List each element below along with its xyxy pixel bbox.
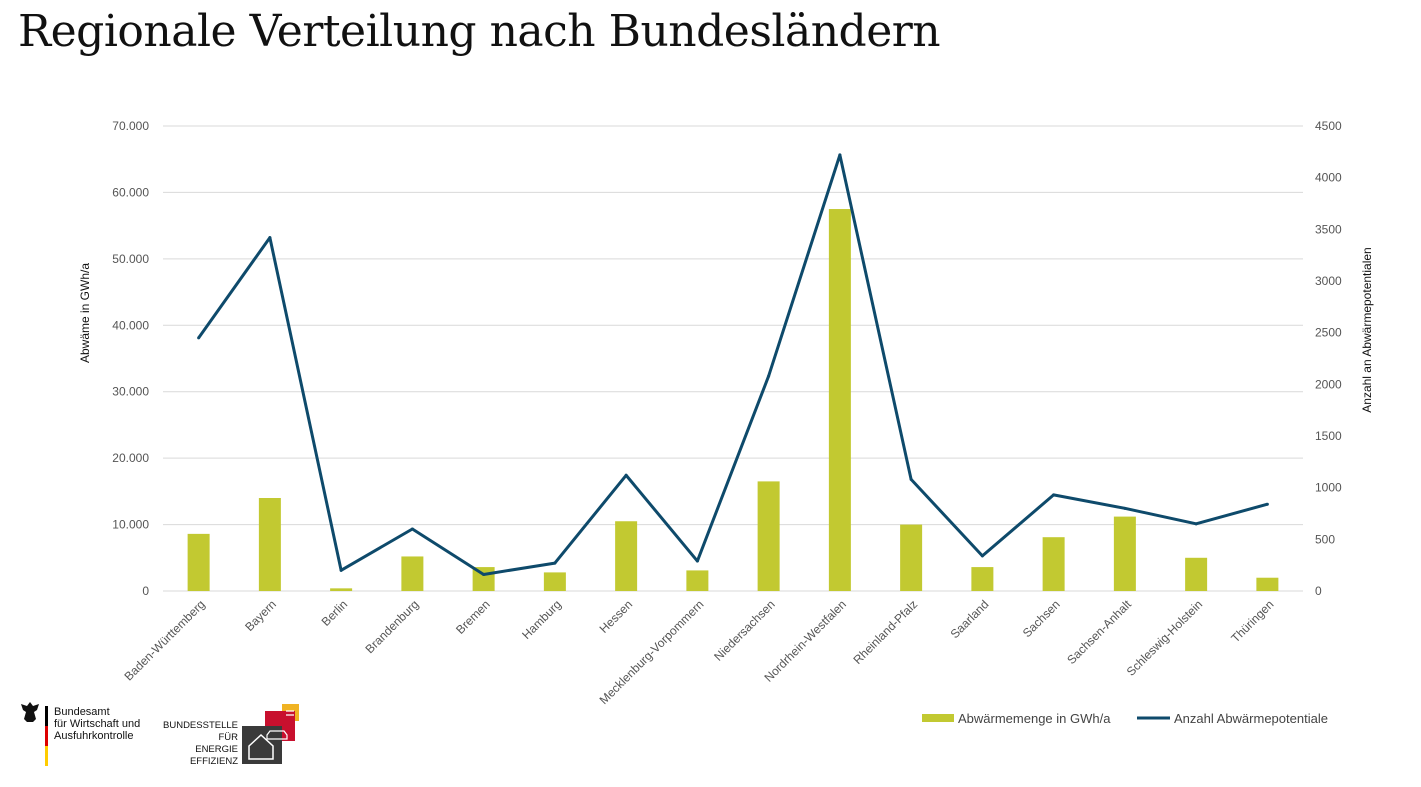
line-point — [410, 527, 414, 531]
line-point — [1052, 493, 1056, 497]
flag-stripe-black — [45, 706, 48, 726]
y2-axis-title: Anzahl an Abwärmepotentialen — [1360, 247, 1374, 412]
y-tick-label: 10.000 — [112, 518, 149, 532]
eagle-icon — [21, 702, 39, 722]
house-icon — [248, 733, 274, 760]
y2-tick-label: 500 — [1315, 532, 1335, 546]
x-tick-label: Hamburg — [519, 597, 564, 642]
y-axis-title: Abwäme in GWh/a — [78, 263, 92, 363]
bar — [1185, 557, 1208, 591]
bar — [757, 481, 780, 591]
y-axis-left: 0 10.000 20.000 30.000 40.000 50.000 60.000 70.… — [112, 119, 149, 598]
flag-stripe-gold — [45, 746, 48, 766]
x-tick-label: Nordrhein-Westfalen — [761, 597, 849, 685]
line-point — [553, 561, 557, 565]
legend: Abwärmemenge in GWh/a Anzahl Abwärmepote… — [922, 711, 1328, 726]
y2-tick-label: 0 — [1315, 584, 1322, 598]
y-tick-label: 50.000 — [112, 252, 149, 266]
bafa-logo: Bundesamt für Wirtschaft und Ausfuhrkont… — [21, 702, 140, 766]
series-line — [197, 153, 1268, 576]
x-tick-label: Sachsen-Anhalt — [1064, 597, 1134, 667]
bfee-line-1: BUNDESSTELLE — [163, 720, 238, 731]
bar — [258, 498, 281, 591]
bar — [330, 588, 353, 591]
bfee-line-2: FÜR — [218, 732, 238, 743]
line-point — [1123, 506, 1127, 510]
y2-tick-label: 1000 — [1315, 481, 1342, 495]
y-tick-label: 40.000 — [112, 318, 149, 332]
bafa-line-2: für Wirtschaft und — [54, 718, 140, 730]
y-tick-label: 60.000 — [112, 185, 149, 199]
y-tick-label: 0 — [142, 584, 149, 598]
y-tick-label: 70.000 — [112, 119, 149, 133]
line-point — [838, 153, 842, 157]
y2-tick-label: 4000 — [1315, 171, 1342, 185]
x-tick-label: Bremen — [453, 597, 493, 637]
line-point — [268, 236, 272, 240]
y2-tick-label: 2500 — [1315, 326, 1342, 340]
y2-tick-label: 3000 — [1315, 274, 1342, 288]
bar — [401, 556, 424, 591]
bar — [1042, 537, 1065, 591]
line-point — [1265, 502, 1269, 506]
bar-series — [187, 209, 1279, 592]
bar — [828, 209, 851, 592]
x-tick-label: Sachsen — [1020, 597, 1063, 640]
legend-bar-label: Abwärmemenge in GWh/a — [958, 711, 1111, 726]
line-point — [1194, 522, 1198, 526]
legend-bar-swatch — [922, 714, 954, 722]
x-tick-label: Baden-Württemberg — [121, 597, 207, 683]
y2-tick-label: 3500 — [1315, 222, 1342, 236]
bfee-line-4: EFFIZIENZ — [190, 756, 238, 767]
bar — [187, 533, 210, 591]
x-tick-label: Rheinland-Pfalz — [850, 597, 920, 667]
y-tick-label: 20.000 — [112, 451, 149, 465]
bafa-line-3: Ausfuhrkontrolle — [54, 730, 134, 742]
bar — [900, 524, 923, 591]
y-tick-label: 30.000 — [112, 385, 149, 399]
bar — [1256, 577, 1279, 591]
line-point — [482, 572, 486, 576]
x-tick-label: Hessen — [597, 597, 636, 636]
x-tick-label: Thüringen — [1228, 597, 1276, 645]
bar — [686, 570, 709, 591]
x-tick-label: Berlin — [319, 597, 351, 629]
bfee-line-3: ENERGIE — [195, 744, 238, 755]
legend-line-label: Anzahl Abwärmepotentiale — [1174, 711, 1328, 726]
line-point — [980, 554, 984, 558]
y2-tick-label: 4500 — [1315, 119, 1342, 133]
bar — [543, 572, 566, 591]
line-point — [197, 336, 201, 340]
y-axis-right: 0 500 1000 1500 2000 2500 3000 3500 4000 4500 — [1315, 119, 1342, 598]
line-point — [624, 473, 628, 477]
y2-tick-label: 2000 — [1315, 377, 1342, 391]
x-tick-label: Brandenburg — [363, 597, 422, 656]
bfee-logo: BUNDESSTELLE FÜR ENERGIE EFFIZIENZ — [163, 704, 299, 767]
plug-icon — [286, 710, 294, 716]
bafa-line-1: Bundesamt — [54, 706, 110, 718]
x-tick-label: Schleswig-Holstein — [1124, 597, 1206, 679]
x-tick-label: Niedersachsen — [711, 597, 778, 664]
page-title: Regionale Verteilung nach Bundesländern — [18, 6, 941, 57]
bar — [971, 567, 994, 591]
x-tick-label: Bayern — [242, 597, 279, 634]
x-tick-label: Saarland — [948, 597, 992, 641]
gridlines — [163, 125, 1303, 592]
bar — [615, 521, 638, 591]
flag-stripe-red — [45, 726, 48, 746]
line-point — [339, 568, 343, 572]
line-point — [909, 477, 913, 481]
x-axis: Baden-Württemberg Bayern Berlin Brandenburg… — [121, 597, 1276, 707]
bar — [1113, 516, 1136, 591]
line-series — [197, 153, 1269, 576]
car-icon — [266, 730, 288, 740]
line-point — [695, 559, 699, 563]
line-point — [767, 374, 771, 378]
y2-tick-label: 1500 — [1315, 429, 1342, 443]
